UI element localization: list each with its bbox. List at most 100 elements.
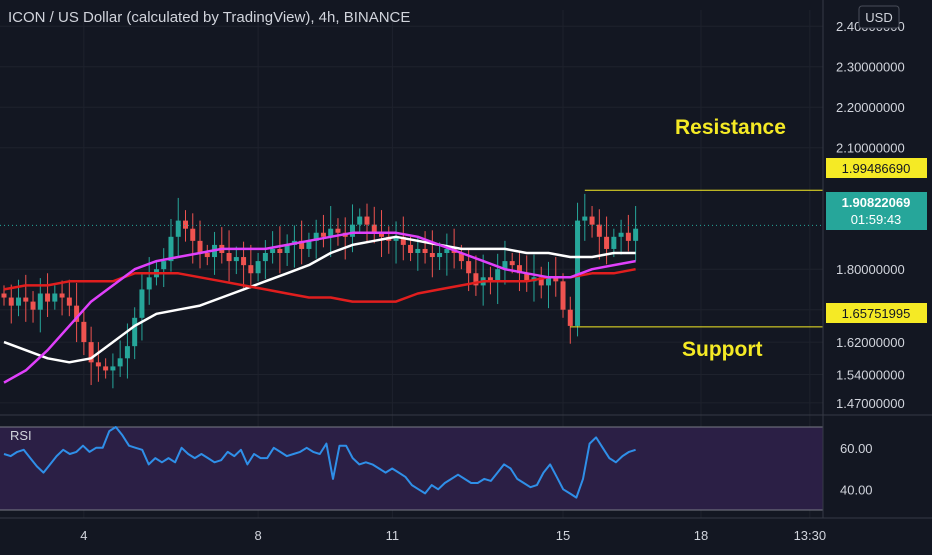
candle-body bbox=[277, 248, 283, 253]
time-tick-label: 8 bbox=[254, 528, 261, 543]
candle-body bbox=[400, 236, 406, 245]
candle-body bbox=[553, 277, 559, 282]
candle-body bbox=[175, 220, 181, 237]
candle-body bbox=[357, 216, 363, 225]
candles bbox=[1, 193, 639, 389]
candle-body bbox=[611, 236, 617, 249]
candle-body bbox=[30, 301, 36, 310]
price-tick-label: 1.80000000 bbox=[836, 262, 905, 277]
time-tick-label: 15 bbox=[556, 528, 570, 543]
candle-body bbox=[299, 240, 305, 249]
candle-body bbox=[255, 261, 261, 274]
candle-body bbox=[8, 297, 14, 306]
candle-body bbox=[502, 261, 508, 270]
candle-body bbox=[270, 248, 276, 253]
rsi-tick-label: 40.00 bbox=[840, 482, 873, 497]
rsi-line bbox=[3, 426, 636, 499]
rsi-tick-label: 60.00 bbox=[840, 441, 873, 456]
candle-body bbox=[349, 224, 355, 237]
candle-body bbox=[328, 228, 334, 237]
candle-body bbox=[248, 265, 254, 274]
candle-body bbox=[589, 216, 595, 225]
svg-text:1.65751995: 1.65751995 bbox=[842, 306, 911, 321]
candle-body bbox=[139, 289, 145, 318]
candle-body bbox=[546, 277, 551, 286]
time-axis[interactable]: 4 8 11 15 18 13:30 bbox=[80, 528, 826, 543]
candle-body bbox=[284, 244, 290, 253]
currency-button-bg[interactable] bbox=[858, 5, 900, 29]
price-tick-label: 2.20000000 bbox=[836, 100, 905, 115]
candle-body bbox=[197, 240, 203, 253]
candle-body bbox=[16, 297, 22, 306]
candle-body bbox=[262, 253, 268, 262]
price-tick-label: 2.10000000 bbox=[836, 141, 905, 156]
candle-body bbox=[575, 220, 581, 326]
time-tick-label: 18 bbox=[694, 528, 708, 543]
candle-body bbox=[524, 273, 530, 282]
candle-body bbox=[509, 261, 515, 266]
candle-body bbox=[429, 253, 435, 258]
resistance-price-tag: 1.99486690 bbox=[826, 158, 927, 178]
candle-body bbox=[582, 216, 588, 221]
currency-button[interactable]: USD bbox=[865, 10, 892, 25]
candle-body bbox=[596, 224, 602, 237]
ma-line-white bbox=[3, 235, 636, 364]
time-tick-label: 13:30 bbox=[794, 528, 827, 543]
candle-body bbox=[95, 362, 101, 367]
candle-body bbox=[81, 321, 87, 343]
rsi-line-path bbox=[3, 426, 636, 499]
candle-body bbox=[567, 309, 573, 326]
candle-body bbox=[45, 293, 51, 302]
candle-body bbox=[103, 366, 109, 371]
price-tick-label: 1.54000000 bbox=[836, 368, 905, 383]
candle-body bbox=[110, 366, 116, 371]
candle-body bbox=[23, 297, 29, 302]
current-price-tag: 1.90822069 01:59:43 bbox=[826, 192, 927, 230]
ma-line-red bbox=[3, 267, 636, 303]
candle-body bbox=[132, 317, 138, 347]
candle-body bbox=[74, 305, 80, 322]
candle-body bbox=[204, 253, 210, 258]
candle-body bbox=[473, 273, 479, 286]
rsi-label: RSI bbox=[10, 428, 32, 443]
candle-body bbox=[37, 293, 43, 310]
rsi-axis[interactable]: 60.00 40.00 bbox=[840, 441, 873, 498]
candle-body bbox=[408, 244, 414, 253]
candle-body bbox=[313, 232, 319, 241]
candle-body bbox=[437, 253, 443, 258]
candle-body bbox=[320, 232, 326, 237]
price-tick-label: 1.62000000 bbox=[836, 335, 905, 350]
candle-body bbox=[183, 220, 188, 229]
price-tick-label: 1.47000000 bbox=[836, 396, 905, 411]
candle-body bbox=[52, 293, 58, 302]
candle-body bbox=[458, 253, 464, 262]
bar-countdown: 01:59:43 bbox=[851, 212, 902, 227]
candle-body bbox=[466, 261, 472, 274]
candle-body bbox=[371, 224, 377, 233]
time-tick-label: 4 bbox=[80, 528, 87, 543]
candle-body bbox=[306, 240, 312, 249]
candle-body bbox=[241, 257, 247, 266]
candle-body bbox=[226, 253, 232, 262]
candle-body bbox=[59, 293, 65, 298]
support-annotation: Support bbox=[682, 338, 762, 361]
time-tick-label: 11 bbox=[386, 528, 400, 543]
candle-body bbox=[618, 232, 624, 237]
rsi-band bbox=[0, 426, 823, 511]
ma-line-magenta bbox=[3, 231, 636, 384]
candle-body bbox=[364, 216, 370, 225]
candle-body bbox=[444, 248, 450, 253]
candle-body bbox=[124, 346, 130, 359]
candle-body bbox=[117, 358, 123, 367]
candle-body bbox=[495, 269, 501, 282]
candle-body bbox=[487, 277, 493, 282]
candle-body bbox=[560, 281, 566, 310]
candle-body bbox=[625, 232, 631, 241]
candle-body bbox=[168, 236, 174, 262]
candle-body bbox=[633, 228, 639, 241]
candle-body bbox=[415, 248, 421, 253]
candle-body bbox=[516, 265, 522, 274]
candle-body bbox=[422, 248, 428, 253]
